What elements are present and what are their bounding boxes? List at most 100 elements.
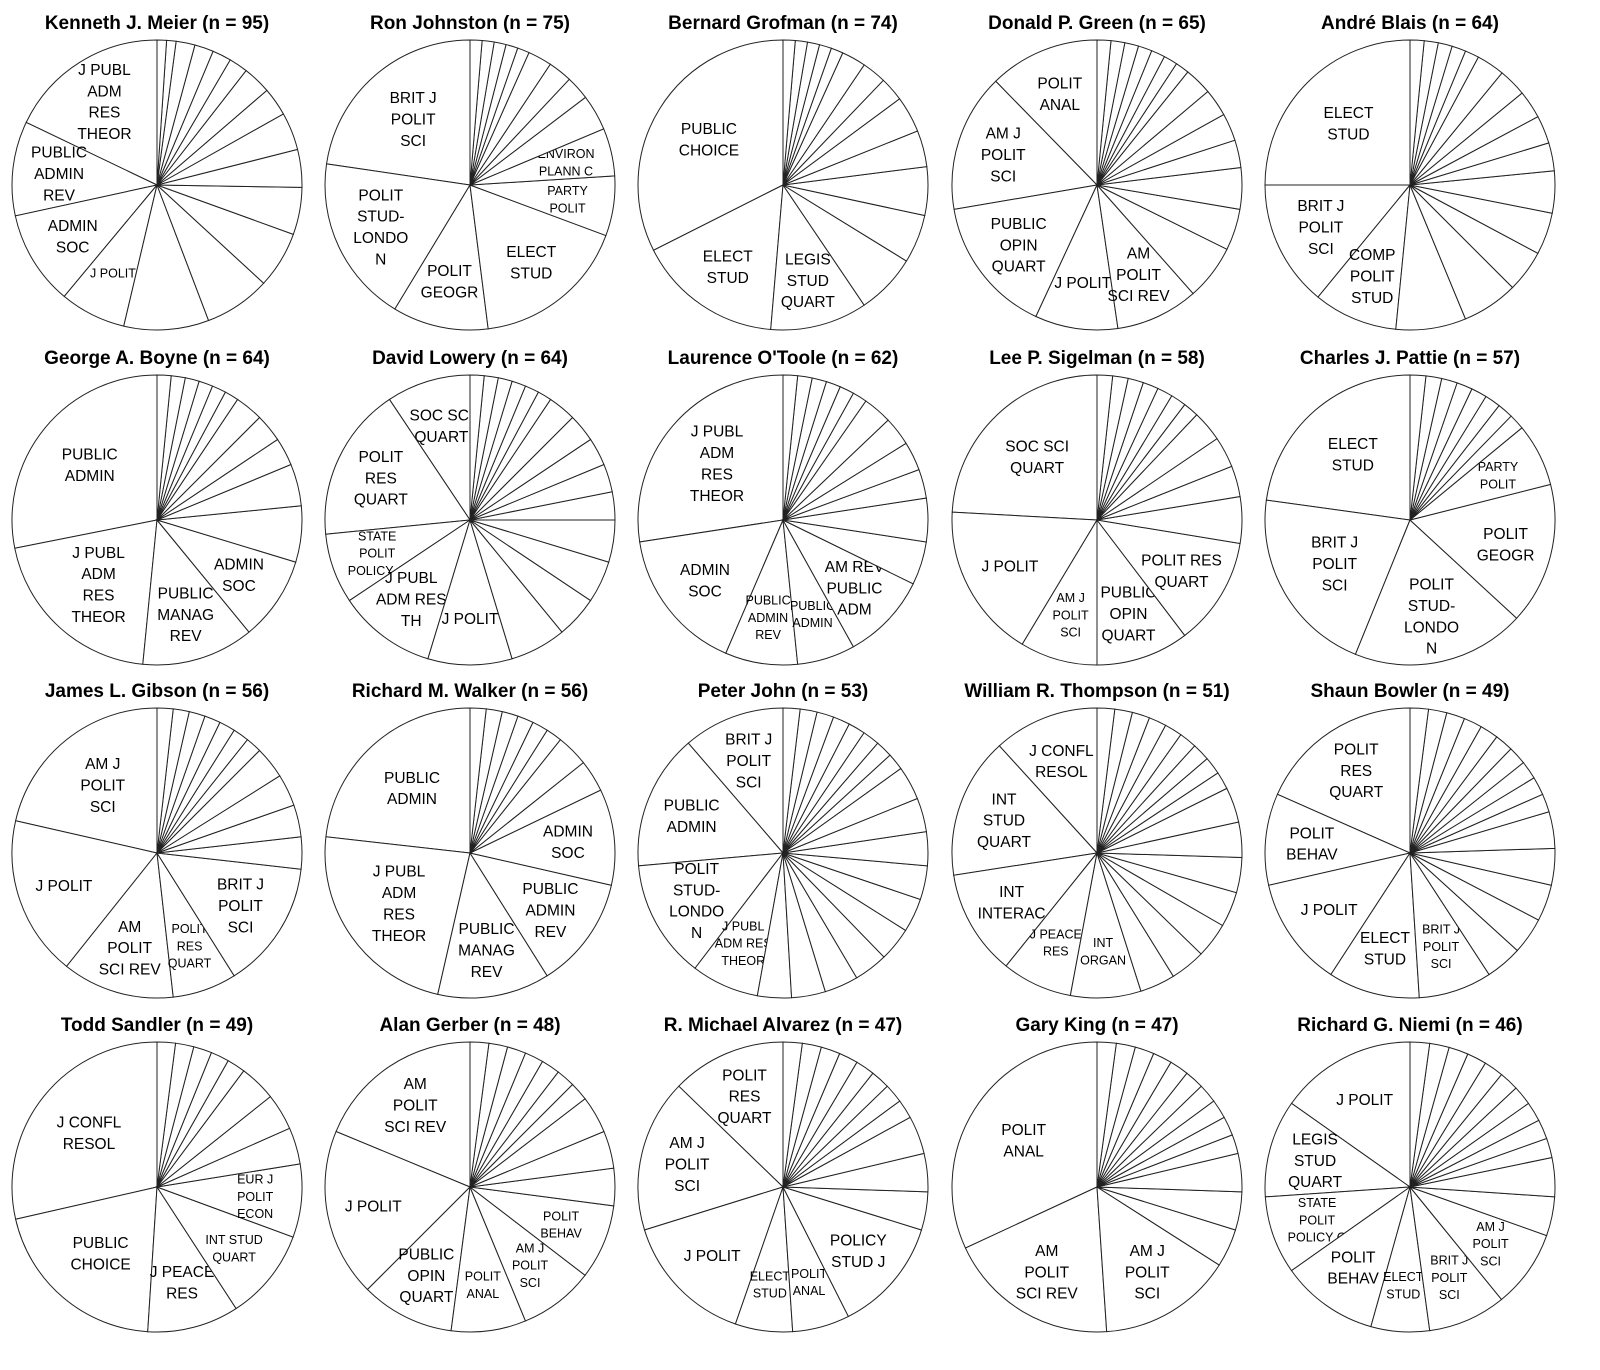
pie-slice [953,184,1098,318]
pie-slice [1264,793,1412,886]
pie-title: R. Michael Alvarez (n = 47) [664,1015,902,1036]
pie-slice [637,1085,784,1231]
pie-slice [1264,1102,1412,1198]
slice-label: PARTY POLIT [1478,460,1519,491]
slice-label: POLIT ANAL [791,1267,827,1298]
slice-label: POLICY STUD J [830,1232,887,1270]
pie-slice [643,1186,784,1325]
pie-chart: Charles J. Pattie (n = 57) ELECT STUD BRIT … [1264,348,1556,666]
pie-slice [469,39,483,186]
pie-title: Peter John (n = 53) [698,681,869,702]
pie-slice [15,1186,158,1333]
slice-label: PUBLIC CHOICE [70,1235,130,1273]
pie-title: André Blais (n = 64) [1321,13,1499,34]
pie-slice [1096,518,1186,666]
slice-label: BRIT J POLIT SCI [725,732,772,792]
pie-slice [335,1041,471,1188]
pie-slice [25,39,158,186]
pie-chart: Donald P. Green (n = 65) POLIT ANAL AM J POL… [951,13,1243,331]
pie-slice [325,39,471,186]
slice-label: ELECT STUD [703,248,753,286]
pie-slice [1409,39,1425,186]
pie-slice [11,1041,158,1220]
slice-label: POLIT RES QUART [168,922,212,971]
pie-slice [995,39,1098,187]
slice-label: PUBLIC OPIN QUART [398,1246,454,1306]
pie-chart: Kenneth J. Meier (n = 95) J PUBL ADM RES THE… [11,13,303,331]
pie-slice [155,1186,294,1310]
slice-label: PUBLIC MANAG REV [157,585,214,645]
pie-slice [782,707,801,854]
slice-label: J POLIT [345,1199,402,1216]
slice-label: AM POLIT SCI REV [99,919,162,979]
slice-label: EUR J POLIT ECON [237,1173,273,1222]
pie-slice [1096,374,1114,521]
pie-chart: Alan Gerber (n = 48) AM POLIT SCI REV J POLI… [324,1015,616,1333]
slice-label: J CONFL RESOL [57,1114,122,1152]
pie-chart: Todd Sandler (n = 49) J CONFL RESOL PUBLIC C… [11,1015,303,1333]
slice-label: POLIT ANAL [1001,1122,1046,1160]
pie-slice [15,707,158,854]
pie-title: William R. Thompson (n = 51) [964,681,1229,702]
pie-slice [469,707,487,854]
slice-label: J POLIT [36,878,93,895]
pie-slice [11,374,158,549]
slice-label: J PEACE RES [1030,927,1082,958]
pie-slice [1409,707,1430,854]
pie-slice [1264,39,1411,186]
pie-slice [123,183,210,331]
pie-slice [65,851,174,999]
slice-label: J PEACE RES [150,1264,215,1302]
slice-label: PUBLIC ADMIN REV [31,145,87,205]
pie-slice [1354,519,1518,666]
pie-slice [394,183,489,331]
slice-label: POLIT GEOGR [1477,526,1535,564]
pie-slice [324,163,471,310]
pie-chart: William R. Thompson (n = 51) J CONFL RESOL… [951,681,1243,999]
slice-label: PUBLIC ADMIN REV [522,881,578,941]
pie-slice [951,374,1098,521]
slice-label: ADMIN SOC [680,562,730,600]
pie-slice [427,518,513,666]
slice-label: POLIT BEHAV [1286,825,1338,863]
slice-label: J PUBL ADM RES THEOR [77,62,131,143]
pie-slice [1330,851,1420,999]
slice-label: BRIT J POLIT SCI [1311,535,1358,595]
slice-label: BRIT J POLIT SCI [390,90,437,150]
pie-title: James L. Gibson (n = 56) [45,681,269,702]
slice-label: POLIT RES QUART [354,449,409,509]
slice-label: POLIT ANAL [1037,75,1082,113]
slice-label: POLIT GEOGR [421,263,479,301]
slice-label: ELECT STUD [506,244,556,282]
pie-slice [951,511,1098,645]
pie-slice [782,39,796,186]
pie-slice [156,707,174,854]
pie-slice [1264,499,1411,655]
pie-title: Kenneth J. Meier (n = 95) [45,13,269,34]
slice-label: ELECT STUD [750,1269,791,1300]
slice-label: AM J POLIT SCI [80,756,125,816]
slice-label: POLIT STUD-LONDO N [353,187,408,268]
slice-label: J POLIT [90,267,136,281]
slice-label: J POLIT [1301,902,1358,919]
pie-slice [637,374,784,543]
pie-slice [469,374,485,521]
pie-slice [1317,183,1411,330]
pie-slice [1408,483,1556,619]
slice-label: PUBLIC ADMIN [62,447,118,485]
pie-chart: André Blais (n = 64) ELECT STUD BRIT J POLIT… [1264,13,1556,331]
slice-label: POLIT RES QUART [1141,553,1222,591]
pie-title: Ron Johnston (n = 75) [370,13,570,34]
pie-slice [1409,374,1427,521]
pie-slice [951,80,1099,210]
slice-label: J PUBL ADM RES THEOR [715,919,772,968]
pie-slice [468,852,612,977]
pie-title: Shaun Bowler (n = 49) [1310,681,1509,702]
pie-slice [11,820,158,968]
pie-slice [156,852,302,977]
pie-slice [156,1041,177,1188]
pie-slice [637,742,785,867]
pie-slice [366,1185,471,1332]
